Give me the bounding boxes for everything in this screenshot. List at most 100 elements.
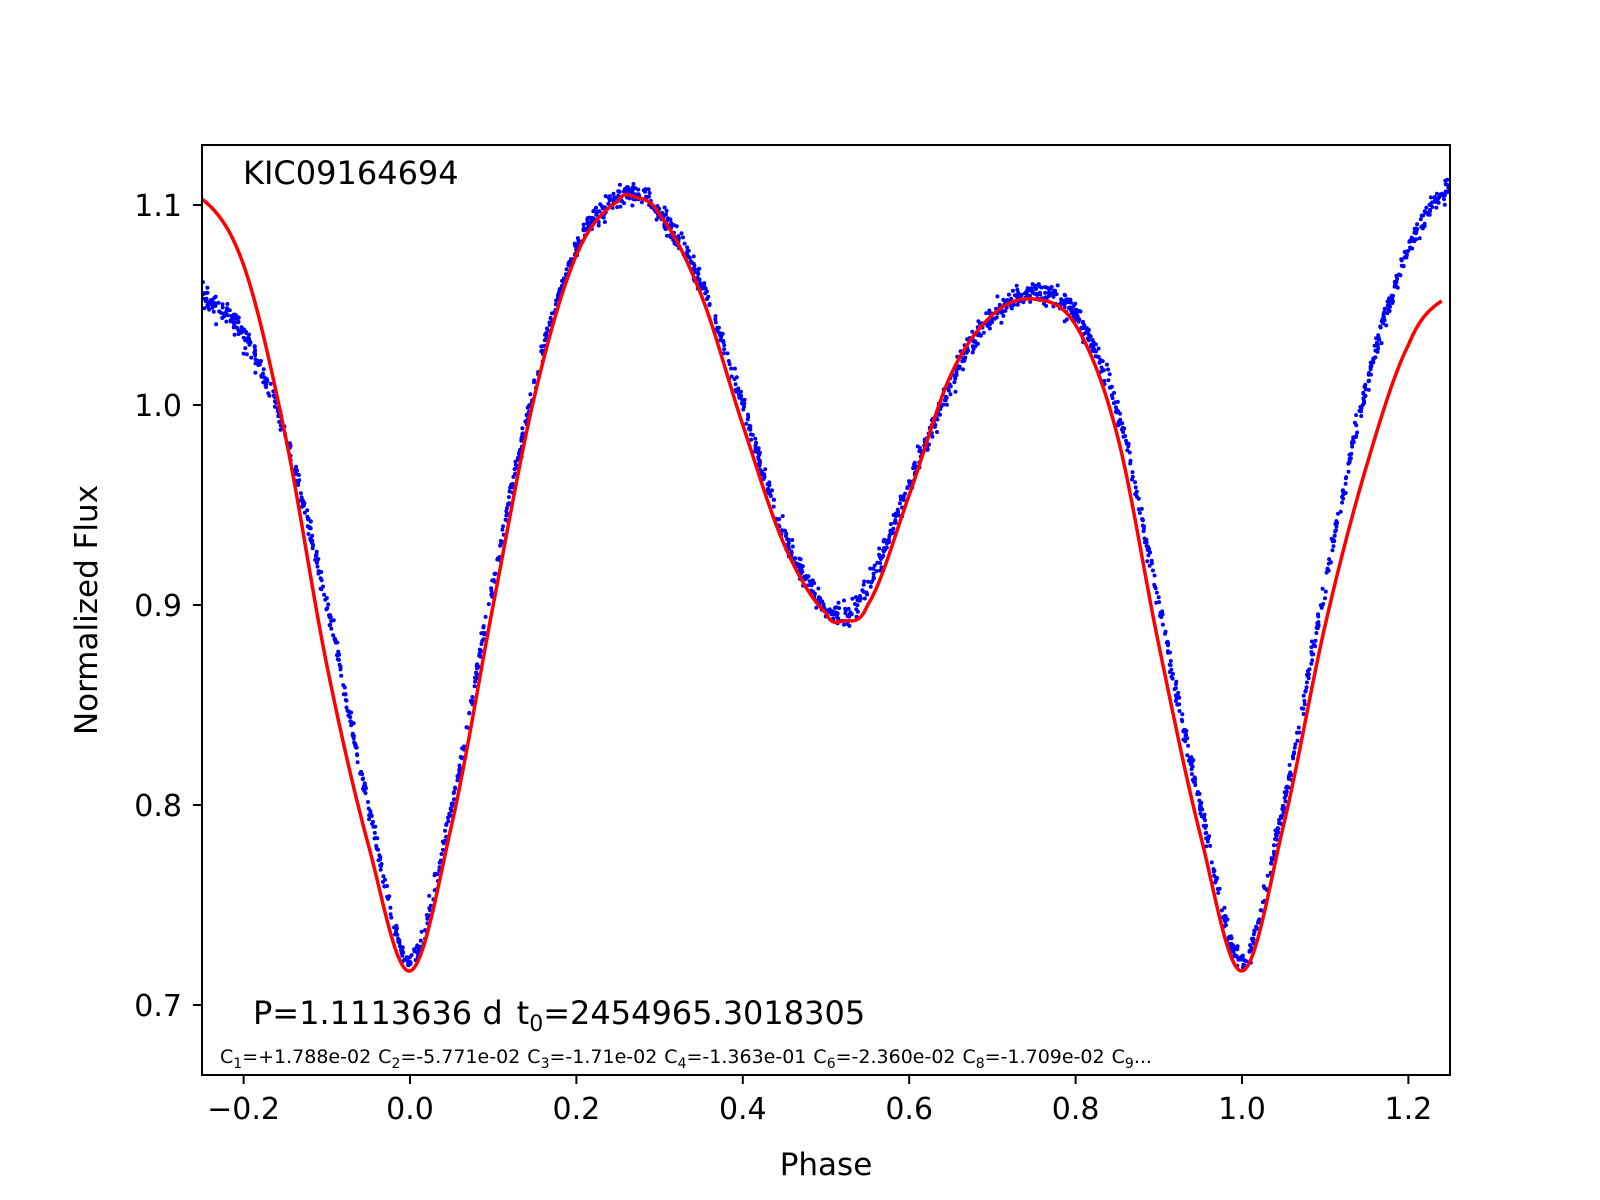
observed-point <box>1188 755 1193 760</box>
observed-point <box>732 366 737 371</box>
observed-point <box>1307 667 1312 672</box>
coef-value: =-1.363e-01 <box>687 1046 807 1068</box>
coef-prefix: C <box>378 1046 391 1068</box>
observed-point <box>441 847 445 852</box>
observed-point <box>889 531 893 536</box>
observed-point <box>702 284 707 289</box>
coef-value: =-5.771e-02 <box>400 1046 520 1068</box>
observed-point <box>1013 293 1017 298</box>
observed-point <box>733 382 738 387</box>
observed-point <box>235 325 239 330</box>
observed-point <box>1276 826 1281 831</box>
observed-point <box>1137 511 1142 515</box>
observed-point <box>1100 359 1105 364</box>
observed-point <box>1427 202 1432 207</box>
observed-point <box>1251 936 1256 941</box>
observed-point <box>861 582 866 587</box>
observed-point <box>912 462 917 467</box>
observed-point <box>507 489 512 494</box>
x-tick-label: −0.2 <box>207 1092 280 1127</box>
observed-point <box>1330 548 1335 553</box>
observed-point <box>379 862 384 866</box>
observed-point <box>1389 293 1394 298</box>
observed-point <box>1106 378 1111 383</box>
coef-subscript: 2 <box>391 1056 400 1072</box>
observed-point <box>646 187 651 192</box>
coef-subscript: 9 <box>1125 1056 1134 1072</box>
observed-point <box>361 776 366 781</box>
observed-point <box>572 241 577 246</box>
x-tick-label: 0.6 <box>885 1092 933 1127</box>
observed-point <box>1320 586 1325 591</box>
observed-point <box>366 800 370 804</box>
observed-point <box>513 459 518 464</box>
observed-point <box>606 201 611 206</box>
observed-point <box>1249 945 1254 950</box>
observed-point <box>477 647 482 652</box>
observed-point <box>1189 767 1194 772</box>
observed-point <box>1288 770 1293 775</box>
observed-point <box>1211 869 1216 874</box>
observed-point <box>878 568 883 573</box>
observed-point <box>506 495 511 500</box>
observed-point <box>1118 421 1123 426</box>
observed-point <box>241 351 246 356</box>
observed-point <box>1085 336 1090 341</box>
observed-point <box>1175 702 1180 707</box>
observed-point <box>247 336 252 341</box>
observed-point <box>1097 360 1102 365</box>
observed-point <box>713 314 718 319</box>
observed-point <box>347 714 352 719</box>
x-axis: −0.2 0.0 0.2 0.4 0.6 0.8 1.0 1.2 <box>207 1075 1432 1127</box>
observed-point <box>747 423 752 428</box>
observed-point <box>1273 837 1278 841</box>
observed-point <box>1169 674 1174 679</box>
observed-point <box>611 191 616 196</box>
observed-point <box>1167 662 1172 667</box>
observed-point <box>389 915 394 920</box>
model-fit-line <box>202 192 1443 973</box>
observed-point <box>775 517 780 522</box>
observed-point <box>372 836 377 841</box>
observed-point <box>697 266 702 271</box>
observed-point <box>1304 680 1309 685</box>
observed-point <box>1176 690 1181 695</box>
observed-point <box>323 597 328 602</box>
observed-point <box>1088 334 1093 339</box>
observed-point <box>333 639 338 643</box>
observed-point <box>888 522 893 527</box>
observed-point <box>259 374 264 379</box>
observed-point <box>857 598 862 603</box>
observed-point <box>779 528 784 533</box>
observed-point <box>1173 693 1178 698</box>
observed-point <box>1329 560 1333 565</box>
observed-point <box>767 480 772 485</box>
observed-point <box>467 710 472 715</box>
plot-area <box>202 177 1450 973</box>
observed-point <box>268 381 273 386</box>
observed-point <box>456 772 461 777</box>
observed-point <box>375 847 380 852</box>
observed-point <box>307 525 312 530</box>
observed-point <box>892 520 897 525</box>
observed-point <box>1145 559 1150 564</box>
observed-point <box>237 329 242 334</box>
observed-point <box>836 600 841 605</box>
observed-point <box>376 858 381 863</box>
observed-point <box>1163 631 1167 636</box>
observed-point <box>1302 702 1307 707</box>
observed-point <box>837 606 842 611</box>
observed-point <box>741 407 746 412</box>
observed-point <box>1130 474 1135 479</box>
observed-point <box>999 310 1004 315</box>
observed-point <box>1334 524 1339 529</box>
y-axis: 0.7 0.8 0.9 1.0 1.1 <box>134 189 202 1024</box>
observed-point <box>446 819 451 824</box>
observed-point <box>1242 958 1247 963</box>
observed-point <box>1209 860 1214 865</box>
observed-point <box>519 436 524 441</box>
observed-point <box>1332 539 1336 544</box>
observed-point <box>1140 517 1145 522</box>
observed-point <box>1381 321 1386 326</box>
